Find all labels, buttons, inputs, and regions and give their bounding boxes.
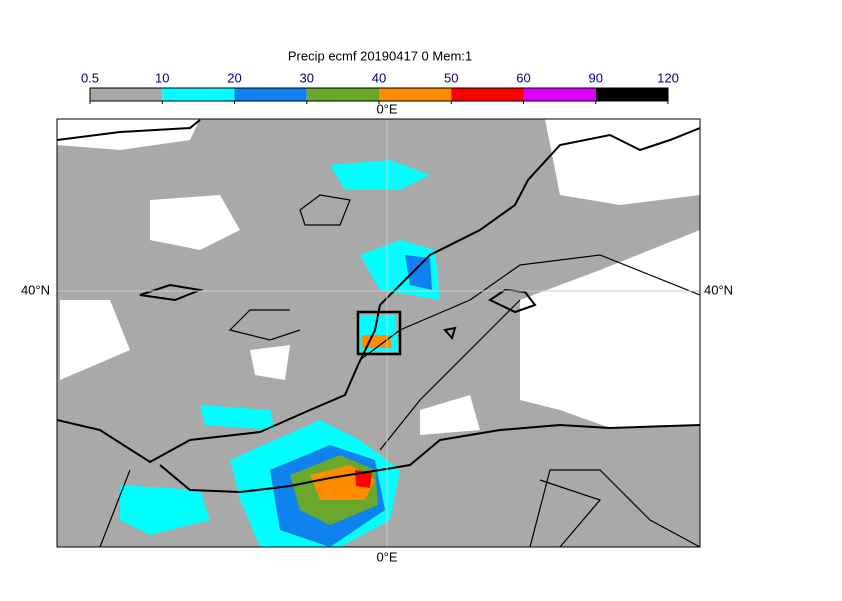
dry-area [150, 195, 240, 250]
focus-box [356, 310, 402, 356]
colorbar-label: 90 [589, 70, 603, 85]
dry-area [57, 119, 200, 150]
map [57, 119, 700, 547]
colorbar-segment [306, 88, 379, 101]
colorbar: 0.5 10 20 30 40 50 60 90 120 [81, 70, 679, 104]
colorbar-label: 120 [657, 70, 679, 85]
dry-area [420, 395, 480, 435]
colorbar-label: 0.5 [81, 70, 99, 85]
colorbar-label: 50 [444, 70, 458, 85]
colorbar-segment [595, 88, 668, 101]
lon-label: 0°E [376, 101, 397, 116]
colorbar-label: 30 [300, 70, 314, 85]
colorbar-segment [90, 88, 163, 101]
colorbar-segment [523, 88, 596, 101]
dry-area [60, 300, 130, 380]
colorbar-segment [379, 88, 452, 101]
colorbar-label: 60 [516, 70, 530, 85]
precip-cell [405, 255, 432, 290]
map-frame [56, 118, 701, 548]
precip-cell [355, 470, 372, 488]
colorbar-segment [234, 88, 307, 101]
dry-area [520, 230, 700, 428]
dry-area [250, 345, 290, 380]
precip-cell [362, 335, 392, 348]
colorbar-segment [162, 88, 235, 101]
border [99, 194, 700, 547]
colorbar-segment [451, 88, 524, 101]
lat-label: 40°N [21, 282, 50, 297]
precip-cell [330, 160, 430, 190]
precip-cell [200, 405, 275, 430]
lon-label: 0°E [376, 549, 397, 564]
title: Precip ecmf 20190417 0 Mem:1 [288, 48, 472, 63]
colorbar-label: 40 [372, 70, 386, 85]
coastline [159, 423, 700, 494]
colorbar-label: 20 [227, 70, 241, 85]
coastline [57, 119, 700, 464]
lat-label: 40°N [704, 282, 733, 297]
dry-area [545, 119, 700, 205]
colorbar-label: 10 [155, 70, 169, 85]
precip-cell [120, 485, 210, 535]
